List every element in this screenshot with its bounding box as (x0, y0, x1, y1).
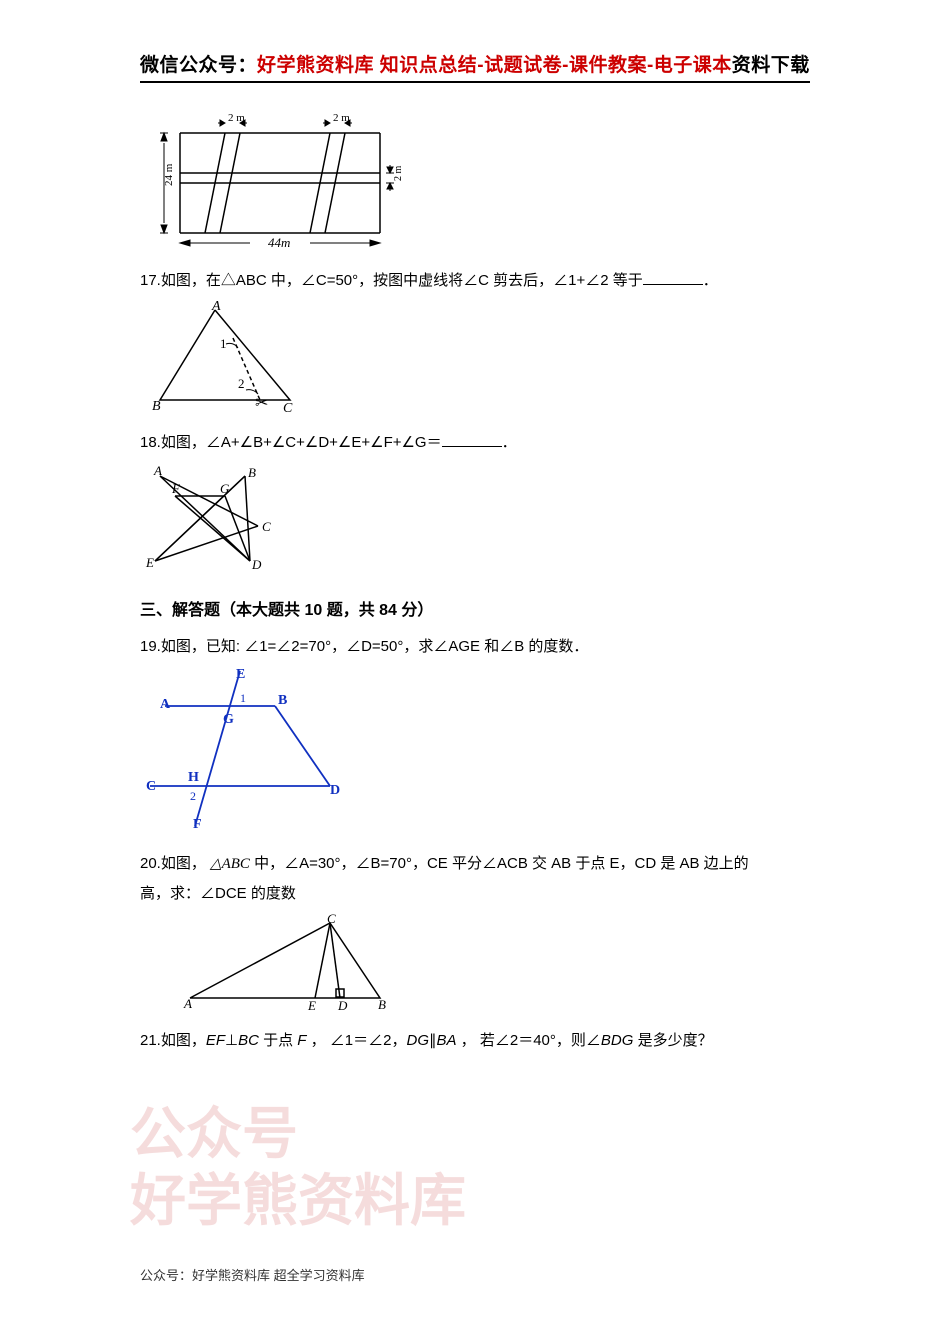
q20-line2: 高，求：∠DCE 的度数 (140, 881, 810, 907)
label-E: E (307, 998, 316, 1013)
header-suffix: 资料下载 (732, 55, 810, 76)
q21-text: 21.如图，EF⊥BC 于点 F ， ∠1＝∠2，DG∥BA ， 若∠2＝40°… (140, 1028, 810, 1054)
label-2m-side: 2 m (393, 166, 404, 182)
header-middle: 知识点总结-试题试卷-课件教案-电子课本 (374, 55, 732, 76)
q19-text: 19.如图，已知: ∠1=∠2=70°，∠D=50°，求∠AGE 和∠B 的度数… (140, 634, 810, 660)
svg-text:✂: ✂ (255, 395, 268, 412)
label-2m-right: 2 m (333, 113, 350, 124)
q18-stem: 18.如图，∠A+∠B+∠C+∠D+∠E+∠F+∠G＝ (140, 434, 442, 451)
q20-a: 20.如图， (140, 855, 206, 872)
q21-g: ， 若∠2＝40°，则∠ (457, 1032, 601, 1049)
q17-period: ． (703, 272, 718, 289)
q21-bc: BC (238, 1032, 259, 1049)
triangle-cut-diagram: ✂ A B C 1 2 (150, 300, 310, 415)
label-E: E (145, 555, 154, 570)
q21-b: ⊥ (225, 1032, 238, 1049)
label-G: G (220, 481, 230, 496)
q21-a: 21.如图， (140, 1032, 206, 1049)
q21-bdg: BDG (601, 1032, 634, 1049)
q17-text: 17.如图，在△ABC 中，∠C=50°，按图中虚线将∠C 剪去后，∠1+∠2 … (140, 268, 810, 294)
label-F: F (193, 817, 202, 832)
label-A: A (183, 996, 192, 1011)
label-D: D (330, 783, 340, 798)
label-C: C (146, 779, 156, 794)
label-D: D (337, 998, 348, 1013)
parallelogram-diagram: 2 m 2 m 24 m 2 m (150, 113, 410, 253)
label-C: C (262, 519, 271, 534)
label-2: 2 (190, 789, 196, 803)
label-B: B (378, 997, 386, 1012)
q21-ba: BA (437, 1032, 457, 1049)
figure-18: A B C D E F G (140, 461, 810, 576)
q20-b: 中，∠A=30°，∠B=70°，CE 平分∠ACB 交 AB 于点 E，CD 是… (254, 855, 749, 872)
label-F: F (171, 481, 181, 496)
label-H: H (188, 770, 199, 785)
q19-diagram: E A B G C D H F 1 2 (140, 666, 350, 836)
page-header: 微信公众号：好学熊资料库 知识点总结-试题试卷-课件教案-电子课本资料下载 (140, 50, 810, 77)
watermark-line1: 公众号 (130, 1100, 466, 1167)
watermark: 公众号 好学熊资料库 (130, 1100, 466, 1234)
label-A: A (211, 300, 221, 314)
q20-diagram: A C B E D (180, 913, 400, 1013)
label-2: 2 (238, 376, 245, 391)
label-A: A (153, 463, 162, 478)
q21-e: ∥ (429, 1032, 437, 1049)
label-G: G (223, 712, 234, 727)
label-B: B (152, 399, 161, 414)
label-24m: 24 m (163, 163, 175, 186)
q20-line1: 20.如图， △ABC 中，∠A=30°，∠B=70°，CE 平分∠ACB 交 … (140, 851, 810, 878)
figure-20: A C B E D (180, 913, 810, 1018)
label-1: 1 (220, 336, 227, 351)
label-C: C (327, 913, 336, 926)
q21-c: 于点 (259, 1032, 297, 1049)
document-page: 微信公众号：好学熊资料库 知识点总结-试题试卷-课件教案-电子课本资料下载 (0, 0, 950, 1097)
q21-h: 是多少度？ (633, 1032, 712, 1049)
page-footer: 公众号：好学熊资料库 超全学习资料库 (140, 1265, 365, 1284)
label-A: A (160, 697, 171, 712)
q17-blank (643, 270, 703, 285)
label-C: C (283, 401, 293, 415)
label-D: D (251, 557, 262, 571)
q21-d: ， ∠1＝∠2， (306, 1032, 406, 1049)
header-prefix: 微信公众号： (140, 55, 257, 76)
q21-dg: DG (407, 1032, 430, 1049)
q18-blank (442, 432, 502, 447)
figure-17: ✂ A B C 1 2 (150, 300, 810, 420)
header-divider (140, 81, 810, 83)
star-angles-diagram: A B C D E F G (140, 461, 290, 571)
q17-stem: 17.如图，在△ABC 中，∠C=50°，按图中虚线将∠C 剪去后，∠1+∠2 … (140, 272, 643, 289)
header-brand: 好学熊资料库 (257, 55, 374, 76)
section-3-title: 三、解答题（本大题共 10 题，共 84 分） (140, 596, 810, 620)
label-1: 1 (240, 691, 246, 705)
figure-16: 2 m 2 m 24 m 2 m (150, 113, 810, 258)
label-2m-left: 2 m (228, 113, 245, 124)
figure-19: E A B G C D H F 1 2 (140, 666, 810, 841)
watermark-line2: 好学熊资料库 (130, 1167, 466, 1234)
q20-tri: △ABC (210, 856, 250, 872)
q18-period: ． (502, 434, 517, 451)
label-B: B (248, 465, 256, 480)
label-B: B (278, 693, 287, 708)
q21-ef: EF (206, 1032, 225, 1049)
q18-text: 18.如图，∠A+∠B+∠C+∠D+∠E+∠F+∠G＝ ． (140, 430, 810, 456)
label-44m: 44m (268, 235, 290, 250)
label-E: E (236, 667, 245, 682)
